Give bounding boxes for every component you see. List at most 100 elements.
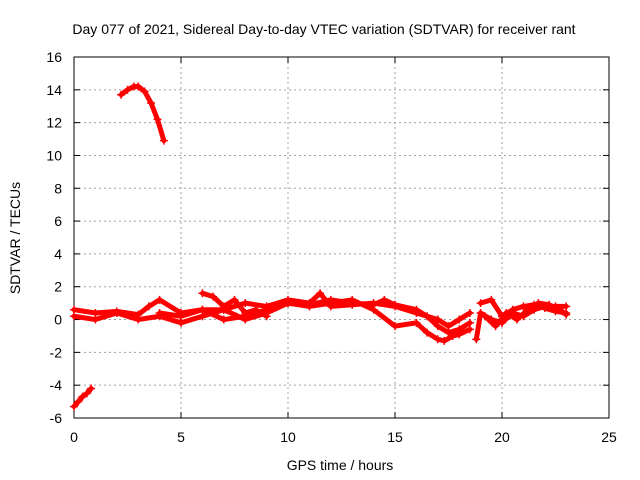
data-point bbox=[472, 335, 481, 344]
series-arc-9 bbox=[480, 299, 571, 331]
data-point bbox=[502, 308, 511, 317]
data-point bbox=[444, 328, 453, 337]
data-point bbox=[380, 295, 389, 304]
data-point bbox=[412, 318, 421, 327]
data-point bbox=[117, 90, 126, 99]
data-point bbox=[455, 330, 464, 339]
data-point bbox=[155, 308, 164, 317]
data-point bbox=[423, 312, 432, 321]
series-segment bbox=[253, 307, 270, 319]
chart-title: Day 077 of 2021, Sidereal Day-to-day VTE… bbox=[72, 21, 575, 37]
y-tick-label: -2 bbox=[50, 344, 63, 360]
data-point bbox=[348, 295, 357, 304]
y-axis-label: SDTVAR / TECUs bbox=[7, 182, 23, 294]
data-point bbox=[230, 295, 239, 304]
x-tick-label: 10 bbox=[280, 429, 296, 445]
series-segment bbox=[154, 116, 167, 144]
data-point bbox=[153, 115, 162, 124]
series-segment bbox=[493, 310, 509, 329]
data-point bbox=[134, 315, 143, 324]
data-point bbox=[423, 328, 432, 337]
data-point bbox=[82, 389, 91, 398]
y-tick-label: -4 bbox=[50, 377, 63, 393]
data-point bbox=[147, 98, 156, 107]
data-point bbox=[155, 295, 164, 304]
y-tick-label: 12 bbox=[46, 115, 62, 131]
series-segment bbox=[157, 313, 184, 326]
series-segment bbox=[473, 310, 484, 342]
series-segment bbox=[349, 297, 377, 313]
x-tick-label: 15 bbox=[387, 429, 403, 445]
x-tick-label: 20 bbox=[494, 429, 510, 445]
data-point bbox=[123, 85, 132, 94]
data-point bbox=[305, 302, 314, 311]
y-tick-label: 2 bbox=[54, 279, 62, 295]
data-point bbox=[448, 331, 457, 340]
data-point bbox=[545, 300, 554, 309]
data-point bbox=[326, 299, 335, 308]
series-segment bbox=[456, 310, 473, 323]
series-arc-4 bbox=[70, 295, 474, 337]
data-point bbox=[455, 315, 464, 324]
data-point bbox=[433, 335, 442, 344]
series-segment bbox=[157, 297, 184, 316]
data-point bbox=[523, 305, 532, 314]
x-tick-label: 0 bbox=[70, 429, 78, 445]
data-point bbox=[87, 384, 96, 393]
series-arc-1 bbox=[70, 384, 96, 411]
data-point bbox=[219, 302, 228, 311]
data-point bbox=[70, 312, 78, 321]
data-point bbox=[198, 289, 207, 298]
data-point bbox=[555, 305, 564, 314]
series-segment bbox=[92, 310, 120, 323]
series-segment bbox=[178, 307, 205, 319]
data-point bbox=[440, 336, 449, 345]
data-point bbox=[74, 397, 83, 406]
data-point bbox=[508, 305, 517, 314]
data-point bbox=[534, 299, 543, 308]
data-point bbox=[251, 305, 260, 314]
data-point bbox=[241, 299, 250, 308]
series-segment bbox=[557, 307, 569, 318]
series-segment bbox=[264, 300, 291, 313]
data-point bbox=[140, 87, 149, 96]
data-point bbox=[91, 315, 100, 324]
plot-frame bbox=[73, 56, 610, 419]
data-point bbox=[487, 295, 496, 304]
y-tick-label: 8 bbox=[54, 180, 62, 196]
data-point bbox=[433, 322, 442, 331]
series-arc-6 bbox=[198, 289, 271, 321]
series-segment bbox=[148, 100, 160, 122]
data-point bbox=[316, 289, 325, 298]
x-tick-label: 25 bbox=[601, 429, 617, 445]
x-axis-label: GPS time / hours bbox=[287, 457, 394, 473]
data-point bbox=[134, 82, 143, 91]
series-segment bbox=[178, 313, 205, 326]
data-point bbox=[78, 392, 87, 401]
data-point bbox=[112, 308, 121, 317]
data-point bbox=[480, 312, 489, 321]
series-segment bbox=[371, 307, 398, 329]
data-point bbox=[144, 302, 153, 311]
series-segment bbox=[232, 297, 248, 316]
data-point bbox=[219, 315, 228, 324]
y-tick-label: 14 bbox=[46, 82, 62, 98]
data-point bbox=[391, 300, 399, 309]
data-point bbox=[476, 308, 485, 317]
data-point bbox=[412, 305, 421, 314]
y-tick-label: 10 bbox=[46, 147, 62, 163]
y-tick-label: 0 bbox=[54, 312, 62, 328]
y-tick-label: 16 bbox=[46, 49, 62, 65]
y-tick-label: 4 bbox=[54, 246, 62, 262]
data-point bbox=[491, 322, 500, 331]
series-segment bbox=[199, 307, 227, 323]
data-point bbox=[70, 402, 78, 411]
data-point bbox=[391, 322, 399, 331]
data-point bbox=[159, 136, 168, 145]
y-tick-label: -6 bbox=[50, 410, 63, 426]
data-point bbox=[284, 299, 292, 308]
data-point bbox=[262, 312, 271, 321]
axis-ticks: 0 5 10 15 20 25 -6 -4 -2 0 2 4 6 8 10 12 14 16 bbox=[46, 49, 617, 445]
series-segment bbox=[392, 302, 419, 313]
